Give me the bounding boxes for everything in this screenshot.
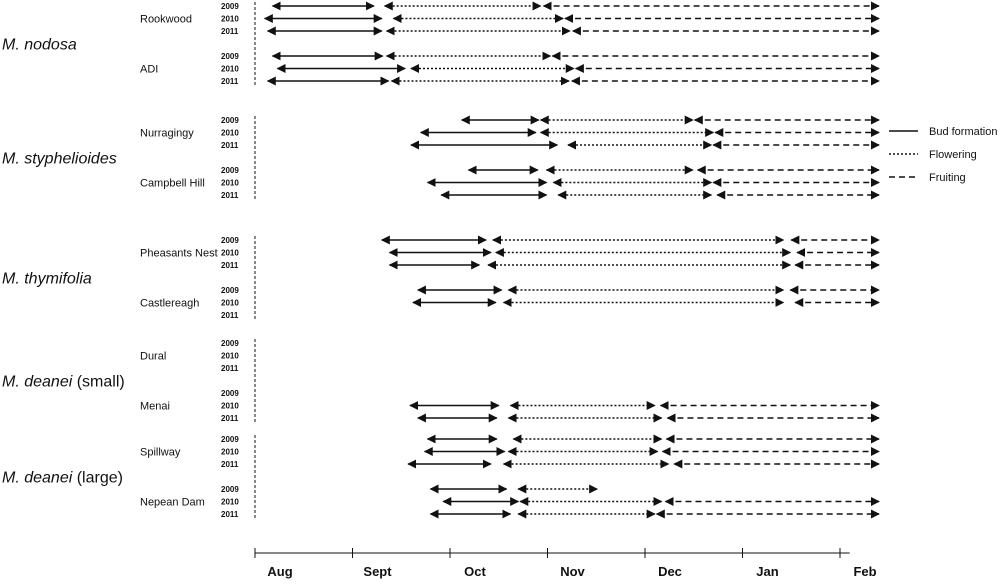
year-label-dural-2009: 2009 bbox=[221, 339, 239, 348]
legend-label-solid: Bud formation bbox=[929, 126, 997, 138]
year-label-castlereagh-2010: 2010 bbox=[221, 299, 239, 308]
legend: Bud formation Flowering Fruiting bbox=[889, 126, 997, 184]
species-label-2: M. thymifolia bbox=[2, 271, 92, 288]
year-label-adi-2011: 2011 bbox=[221, 77, 239, 86]
phase-bars bbox=[254, 1, 880, 519]
site-label-menai: Menai bbox=[140, 401, 170, 413]
species-suffix-4: (large) bbox=[72, 470, 123, 487]
species-name-4: M. deanei bbox=[2, 470, 73, 487]
year-label-nurragingy-2010: 2010 bbox=[221, 129, 239, 138]
site-labels: Rookwood ADI Nurragingy Campbell Hill Pheasa… bbox=[140, 14, 218, 509]
year-label-rookwood-2011: 2011 bbox=[221, 27, 239, 36]
month-label-oct: Oct bbox=[464, 564, 486, 579]
year-label-spillway-2010: 2010 bbox=[221, 448, 239, 457]
year-label-spillway-2009: 2009 bbox=[221, 435, 239, 444]
site-label-dural: Dural bbox=[140, 351, 166, 363]
site-label-campbell-hill: Campbell Hill bbox=[140, 178, 205, 190]
legend-label-dotted: Flowering bbox=[929, 149, 977, 161]
year-label-dural-2011: 2011 bbox=[221, 364, 239, 373]
year-label-nepean-dam-2010: 2010 bbox=[221, 498, 239, 507]
site-label-nurragingy: Nurragingy bbox=[140, 128, 194, 140]
species-suffix-3: (small) bbox=[72, 374, 124, 391]
month-label-feb: Feb bbox=[853, 564, 876, 579]
site-label-adi: ADI bbox=[140, 64, 158, 76]
site-label-rookwood: Rookwood bbox=[140, 14, 192, 26]
species-name-2: M. thymifolia bbox=[2, 271, 92, 288]
year-label-campbell-hill-2009: 2009 bbox=[221, 166, 239, 175]
year-label-adi-2010: 2010 bbox=[221, 65, 239, 74]
year-label-nepean-dam-2009: 2009 bbox=[221, 485, 239, 494]
year-label-pheasants-nest-2011: 2011 bbox=[221, 261, 239, 270]
month-label-jan: Jan bbox=[756, 564, 778, 579]
species-label-4: M. deanei (large) bbox=[2, 470, 123, 487]
year-label-rookwood-2009: 2009 bbox=[221, 2, 239, 11]
month-label-aug: Aug bbox=[267, 564, 292, 579]
x-axis: Aug Sept Oct Nov Dec Jan Feb bbox=[254, 548, 877, 579]
legend-label-dashed: Fruiting bbox=[929, 172, 966, 184]
year-label-menai-2010: 2010 bbox=[221, 402, 239, 411]
year-label-menai-2009: 2009 bbox=[221, 389, 239, 398]
species-name-3: M. deanei bbox=[2, 374, 73, 391]
year-label-spillway-2011: 2011 bbox=[221, 460, 239, 469]
year-label-dural-2010: 2010 bbox=[221, 352, 239, 361]
site-label-spillway: Spillway bbox=[140, 447, 181, 459]
year-label-castlereagh-2011: 2011 bbox=[221, 311, 239, 320]
species-name-1: M. styphelioides bbox=[2, 151, 117, 168]
month-label-nov: Nov bbox=[560, 564, 585, 579]
year-labels: 2009 2010 2011 2009 2010 2011 2009 2010 2011 2009… bbox=[221, 2, 239, 519]
month-label-sept: Sept bbox=[363, 564, 392, 579]
year-label-menai-2011: 2011 bbox=[221, 414, 239, 423]
species-label-0: M. nodosa bbox=[2, 37, 77, 54]
site-label-pheasants-nest: Pheasants Nest bbox=[140, 248, 218, 260]
year-label-pheasants-nest-2010: 2010 bbox=[221, 249, 239, 258]
site-label-nepean-dam: Nepean Dam bbox=[140, 497, 205, 509]
species-name-0: M. nodosa bbox=[2, 37, 77, 54]
species-labels: M. nodosa M. styphelioides M. thymifolia M.… bbox=[2, 37, 125, 487]
year-label-campbell-hill-2011: 2011 bbox=[221, 191, 239, 200]
year-label-nurragingy-2011: 2011 bbox=[221, 141, 239, 150]
species-label-1: M. styphelioides bbox=[2, 151, 117, 168]
species-label-3: M. deanei (small) bbox=[2, 374, 125, 391]
site-label-castlereagh: Castlereagh bbox=[140, 298, 199, 310]
year-label-pheasants-nest-2009: 2009 bbox=[221, 236, 239, 245]
year-label-nurragingy-2009: 2009 bbox=[221, 116, 239, 125]
year-label-rookwood-2010: 2010 bbox=[221, 15, 239, 24]
year-label-adi-2009: 2009 bbox=[221, 52, 239, 61]
year-label-castlereagh-2009: 2009 bbox=[221, 286, 239, 295]
month-label-dec: Dec bbox=[658, 564, 682, 579]
year-label-campbell-hill-2010: 2010 bbox=[221, 179, 239, 188]
year-label-nepean-dam-2011: 2011 bbox=[221, 510, 239, 519]
